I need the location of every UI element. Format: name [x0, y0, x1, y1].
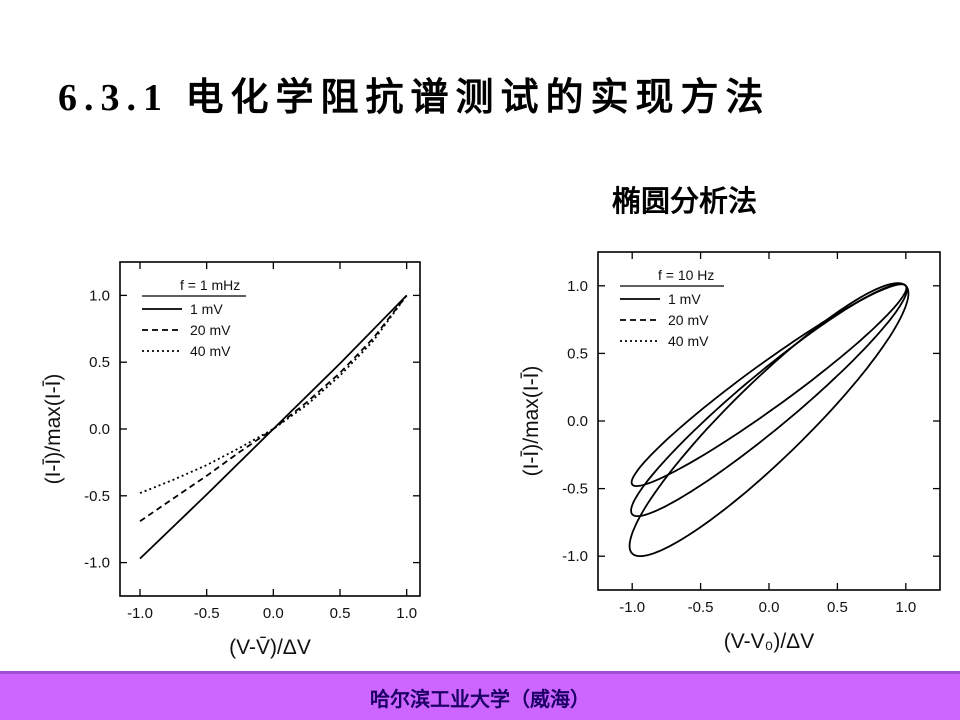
- x-tick-label: 0.0: [263, 605, 284, 622]
- plot-frame: [597, 251, 941, 591]
- x-tick-label: -1.0: [619, 599, 645, 616]
- y-axis-label: (I-Ī)/max(I-Ī): [42, 374, 65, 485]
- y-tick-label: -1.0: [84, 555, 110, 572]
- legend-label-0: 1 mV: [668, 291, 701, 307]
- series-line-1: [630, 283, 908, 517]
- legend-label-1: 20 mV: [668, 312, 709, 328]
- legend-label-0: 1 mV: [190, 301, 223, 317]
- x-tick-label: -0.5: [194, 605, 220, 622]
- y-tick-label: 0.0: [89, 421, 110, 438]
- x-tick-label: -0.5: [688, 599, 714, 616]
- series-line-1: [139, 294, 408, 522]
- right-chart: -1.0 -0.5 0.0 0.5 1.0 -1.0 -0.5 0.0 0.5 1.0 (V-V₀)…: [520, 251, 941, 653]
- y-tick-label: -1.0: [562, 548, 588, 565]
- left-chart: -1.0 -0.5 0.0 0.5 1.0 -1.0 -0.5 0.0 0.5 1.0 (V-V̄)…: [42, 261, 421, 659]
- footer-text: 哈尔滨工业大学（威海）: [370, 686, 590, 711]
- x-tick-label: 0.5: [827, 599, 848, 616]
- x-tick-label: 0.5: [330, 605, 351, 622]
- x-tick-label: 1.0: [396, 605, 417, 622]
- y-tick-label: 0.5: [567, 345, 588, 362]
- x-tick-label: -1.0: [127, 605, 153, 622]
- series-line-2: [630, 283, 908, 487]
- slide-title: 6.3.1 电化学阻抗谱测试的实现方法: [58, 77, 771, 119]
- x-tick-label: 1.0: [895, 599, 916, 616]
- x-tick-label: 0.0: [759, 599, 780, 616]
- y-tick-label: 0.0: [567, 413, 588, 430]
- footer-band: 哈尔滨工业大学（威海）: [0, 671, 960, 720]
- series-line-2: [139, 294, 408, 494]
- y-tick-label: 1.0: [567, 278, 588, 295]
- y-tick-label: 0.5: [89, 354, 110, 371]
- plot-frame: [119, 261, 421, 597]
- y-tick-label: 1.0: [89, 287, 110, 304]
- series-line-0: [139, 294, 408, 560]
- series-line-0: [628, 282, 910, 557]
- method-label: 椭圆分析法: [612, 184, 758, 218]
- legend-title: f = 10 Hz: [658, 267, 714, 283]
- y-axis-label: (I-Ī)/max(I-Ī): [520, 366, 543, 477]
- y-tick-label: -0.5: [84, 488, 110, 505]
- legend-label-2: 40 mV: [668, 333, 709, 349]
- legend-label-1: 20 mV: [190, 322, 231, 338]
- legend-title: f = 1 mHz: [180, 277, 240, 293]
- y-tick-label: -0.5: [562, 481, 588, 498]
- legend-label-2: 40 mV: [190, 343, 231, 359]
- x-axis-label: (V-V₀)/ΔV: [724, 630, 814, 653]
- x-axis-label: (V-V̄)/ΔV: [229, 636, 311, 659]
